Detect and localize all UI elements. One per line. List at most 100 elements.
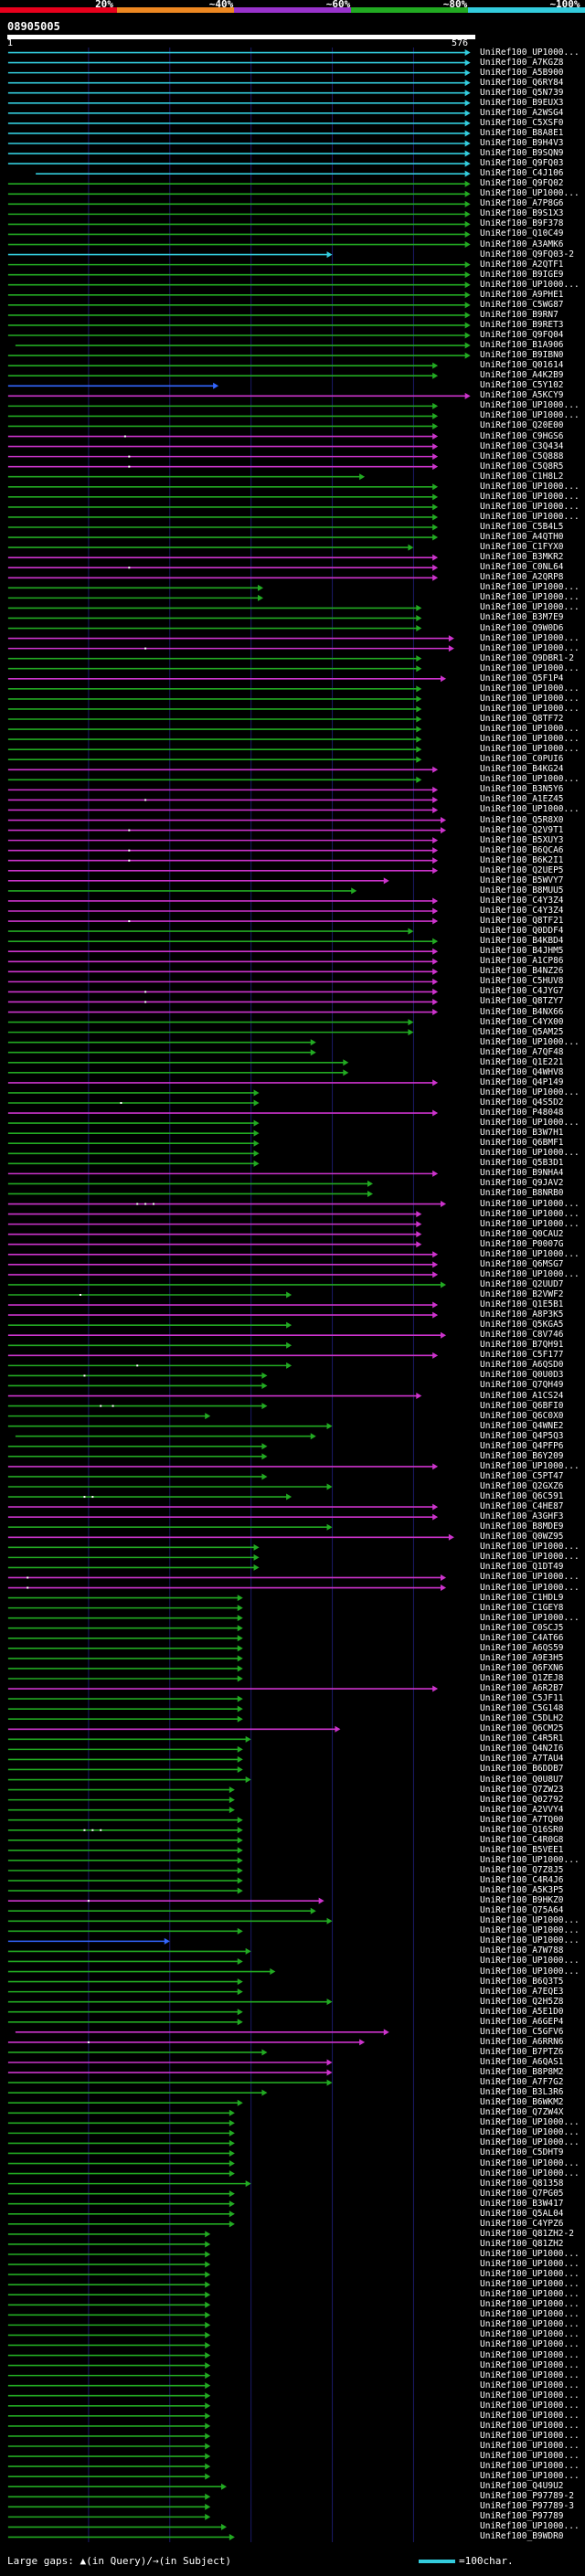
hit-label[interactable]: UniRef100_B3L3R6 [480,2087,564,2098]
hit-row[interactable] [7,1119,260,1127]
hit-label[interactable]: UniRef100_A5K3P5 [480,1885,564,1896]
hit-label[interactable]: UniRef100_Q9FQ02 [480,178,564,189]
hit-row[interactable] [15,1433,316,1440]
hit-row[interactable] [7,544,414,551]
hit-row[interactable] [7,1382,268,1389]
hit-label[interactable]: UniRef100_A9E3H5 [480,1652,564,1663]
hit-row[interactable] [7,1170,439,1177]
hit-row[interactable] [7,685,422,693]
hit-row[interactable] [7,59,471,67]
hit-label[interactable]: UniRef100_C5Q888 [480,451,564,461]
hit-row[interactable] [7,1331,446,1339]
hit-label[interactable]: UniRef100_UP1000... [480,1208,580,1219]
hit-row[interactable] [7,1927,243,1935]
hit-label[interactable]: UniRef100_B8MUU5 [480,885,564,896]
hit-row[interactable] [7,534,439,541]
hit-row[interactable] [7,2341,211,2348]
hit-row[interactable] [7,2180,251,2188]
hit-label[interactable]: UniRef100_B7QH91 [480,1340,564,1351]
hit-label[interactable]: UniRef100_A5B900 [480,67,564,78]
hit-label[interactable]: UniRef100_Q2V9T1 [480,824,564,835]
hit-row[interactable] [7,625,422,632]
hit-row[interactable] [7,2382,211,2390]
hit-row[interactable] [7,1049,316,1056]
hit-label[interactable]: UniRef100_UP1000... [480,2420,580,2431]
hit-row[interactable] [7,1160,260,1167]
hit-label[interactable]: UniRef100_P97789 [480,2511,564,2522]
hit-label[interactable]: UniRef100_UP1000... [480,400,580,411]
hit-row[interactable] [7,120,471,127]
hit-label[interactable]: UniRef100_Q81ZH2-2 [480,2228,574,2239]
hit-label[interactable]: UniRef100_B6K2I1 [480,854,564,865]
hit-label[interactable]: UniRef100_UP1000... [480,47,580,58]
hit-row[interactable] [7,453,439,461]
hit-row[interactable] [7,1039,316,1046]
hit-label[interactable]: UniRef100_UP1000... [480,2441,580,2451]
hit-row[interactable] [7,2362,211,2369]
hit-row[interactable] [7,230,471,238]
hit-row[interactable] [7,1483,333,1490]
hit-row[interactable] [7,1827,243,1834]
hit-label[interactable]: UniRef100_B9RET3 [480,319,564,330]
hit-row[interactable] [7,49,471,57]
hit-row[interactable] [7,1957,243,1965]
hit-label[interactable]: UniRef100_Q0WZ95 [480,1532,564,1542]
hit-label[interactable]: UniRef100_Q6CM25 [480,1723,564,1734]
hit-label[interactable]: UniRef100_UP1000... [480,1582,580,1593]
hit-row[interactable] [7,1321,292,1329]
hit-label[interactable]: UniRef100_Q9FQ04 [480,330,564,340]
hit-row[interactable] [7,1069,349,1076]
hit-label[interactable]: UniRef100_B9SQN9 [480,148,564,159]
hit-row[interactable] [7,1533,454,1541]
hit-label[interactable]: UniRef100_Q5F1P4 [480,673,564,684]
hit-label[interactable]: UniRef100_UP1000... [480,2309,580,2320]
hit-row[interactable] [7,645,454,652]
hit-label[interactable]: UniRef100_Q16SR0 [480,1824,564,1835]
hit-label[interactable]: UniRef100_B6WKM2 [480,2097,564,2108]
hit-label[interactable]: UniRef100_Q5KGA5 [480,1320,564,1330]
hit-row[interactable] [7,2019,243,2026]
hit-label[interactable]: UniRef100_A7P8G6 [480,198,564,209]
hit-label[interactable]: UniRef100_Q1E5B1 [480,1299,564,1310]
hit-row[interactable] [7,2210,235,2218]
hit-row[interactable] [7,352,471,359]
hit-row[interactable] [7,1765,243,1773]
hit-row[interactable] [7,1887,243,1894]
hit-label[interactable]: UniRef100_UP1000... [480,491,580,502]
hit-label[interactable]: UniRef100_UP1000... [480,602,580,613]
hit-row[interactable] [7,948,439,955]
hit-label[interactable]: UniRef100_Q20E00 [480,420,564,431]
hit-label[interactable]: UniRef100_Q2UEP5 [480,864,564,875]
hit-label[interactable]: UniRef100_UP1000... [480,410,580,421]
hit-row[interactable] [7,604,422,611]
hit-row[interactable] [7,2402,211,2410]
hit-label[interactable]: UniRef100_B1A906 [480,340,564,351]
hit-row[interactable] [7,675,446,683]
hit-label[interactable]: UniRef100_B9RN7 [480,309,558,320]
hit-row[interactable] [7,1574,446,1581]
hit-row[interactable] [7,1301,439,1309]
hit-row[interactable] [7,2533,235,2540]
hit-label[interactable]: UniRef100_A7KGZ8 [480,57,564,68]
hit-row[interactable] [7,726,422,733]
hit-row[interactable] [7,1140,260,1147]
hit-row[interactable] [7,2099,243,2106]
hit-label[interactable]: UniRef100_UP1000... [480,582,580,593]
hit-row[interactable] [7,958,439,965]
hit-label[interactable]: UniRef100_UP1000... [480,2471,580,2482]
hit-label[interactable]: UniRef100_C5G148 [480,1703,564,1714]
hit-label[interactable]: UniRef100_Q4P149 [480,1076,564,1087]
hit-label[interactable]: UniRef100_Q75A64 [480,1905,564,1916]
hit-label[interactable]: UniRef100_UP1000... [480,592,580,603]
hit-row[interactable] [7,1655,243,1662]
hit-label[interactable]: UniRef100_B4NX66 [480,1006,564,1017]
hit-label[interactable]: UniRef100_UP1000... [480,1612,580,1623]
hit-label[interactable]: UniRef100_B8P8M2 [480,2067,564,2078]
hit-label[interactable]: UniRef100_UP1000... [480,1036,580,1047]
hit-label[interactable]: UniRef100_UP1000... [480,774,580,785]
hit-row[interactable] [7,786,439,793]
hit-row[interactable] [7,968,439,975]
hit-row[interactable] [7,665,422,673]
hit-label[interactable]: UniRef100_Q7PG05 [480,2188,564,2199]
hit-row[interactable] [7,1665,243,1672]
